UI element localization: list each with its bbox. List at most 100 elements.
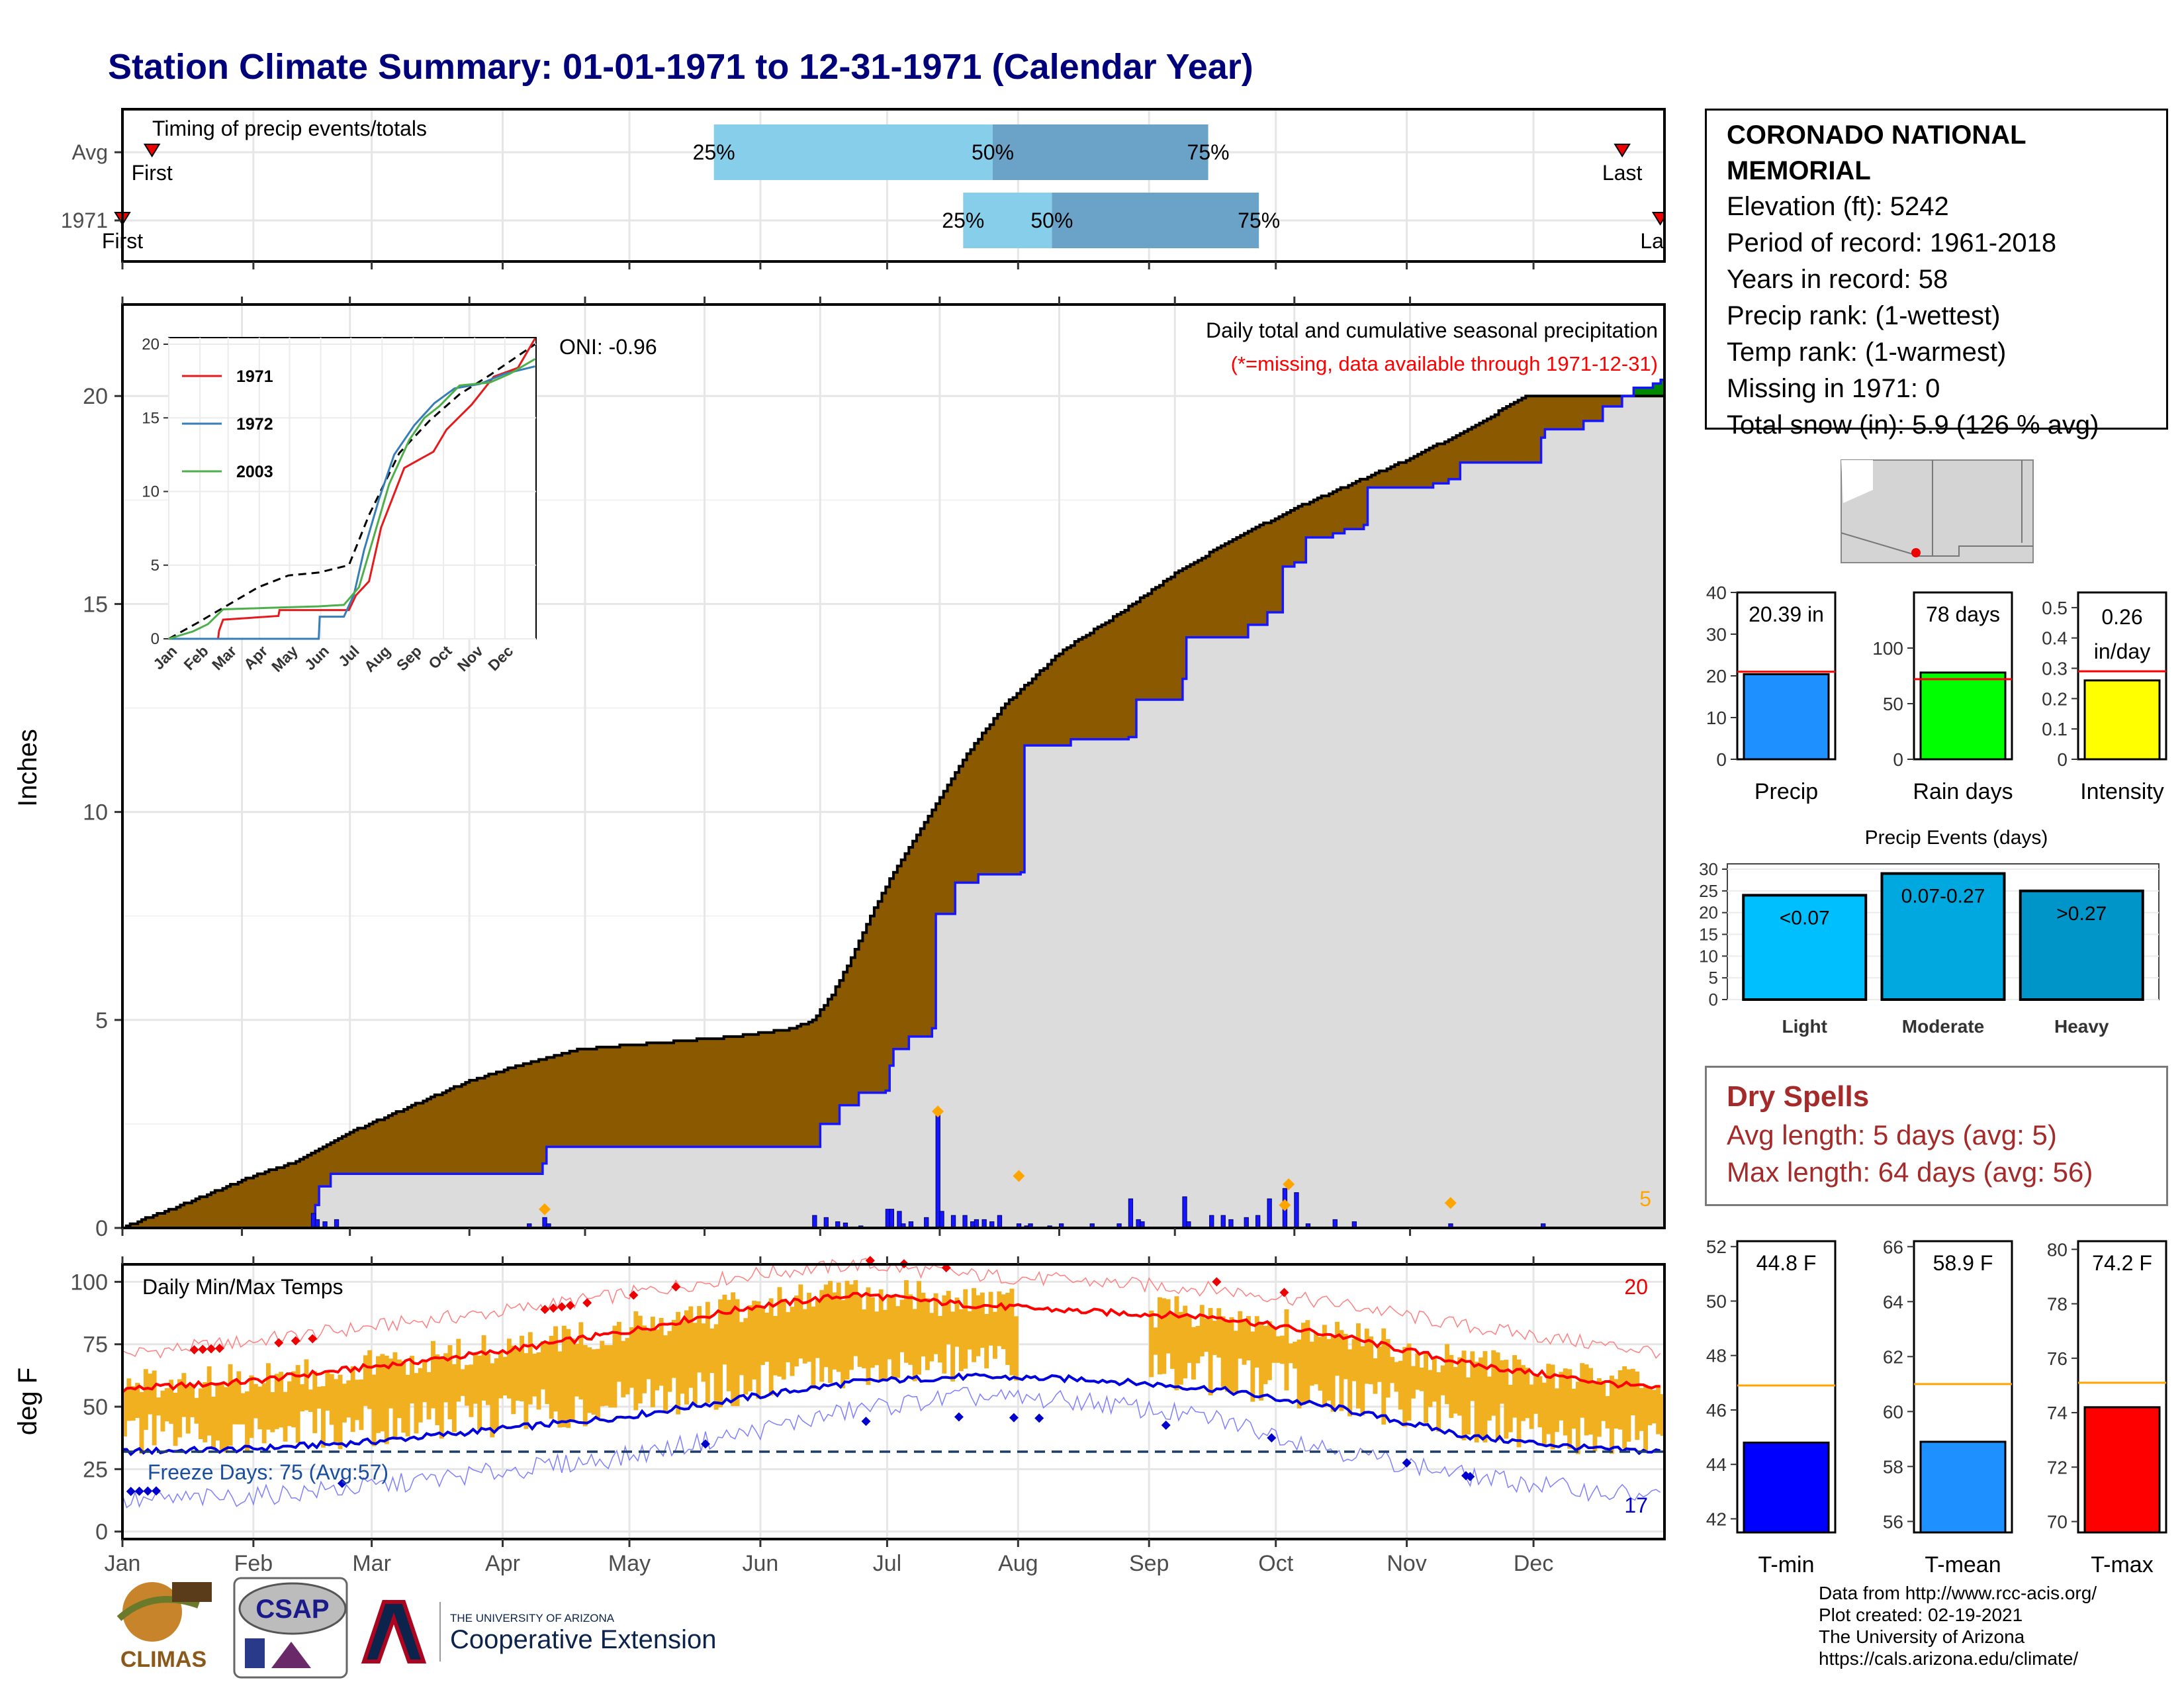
csap-cloud-icon (238, 1582, 347, 1635)
daily-temp-bar (984, 1314, 989, 1369)
below-average-fill (573, 1051, 578, 1147)
daily-temp-bar (747, 1305, 752, 1391)
daily-temp-bar (1610, 1376, 1614, 1454)
record-high-marker-icon (1212, 1277, 1222, 1287)
below-average-fill (338, 1138, 343, 1174)
daily-precip-bar (889, 1209, 894, 1229)
precip-extreme-count: 5 (1639, 1187, 1651, 1211)
daily-temp-bar (933, 1293, 938, 1354)
daily-temp-bar (608, 1345, 613, 1408)
below-average-fill (1294, 508, 1299, 563)
below-average-fill (1240, 535, 1245, 637)
below-average-fill (1059, 653, 1064, 745)
below-average-fill (647, 1043, 651, 1147)
below-average-fill (704, 1039, 709, 1147)
below-average-fill (1051, 660, 1056, 746)
below-average-fill (1163, 581, 1168, 700)
daily-temp-bar (181, 1373, 187, 1417)
daily-temp-bar (1343, 1334, 1348, 1380)
above-average-fill (1657, 383, 1661, 397)
daily-temp-bar (815, 1300, 820, 1358)
daily-temp-bar (190, 1383, 195, 1417)
below-average-fill (604, 1047, 609, 1147)
below-average-fill (693, 1041, 698, 1147)
daily-temp-bar (1461, 1350, 1467, 1440)
daily-temp-bar (1153, 1327, 1158, 1355)
below-average-fill (685, 1041, 690, 1147)
below-average-fill (542, 1059, 547, 1164)
daily-precip-bar (997, 1215, 1003, 1229)
below-average-fill (1394, 464, 1399, 488)
below-average-fill (365, 1126, 370, 1174)
inset-normal-line (168, 343, 536, 640)
below-average-fill (484, 1076, 489, 1174)
below-average-fill (184, 1203, 189, 1228)
timing-quantile-label: 50% (1030, 209, 1073, 232)
intensity-panel: 0 0.1 0.2 0.3 0.4 0.5 0.26 in/day Intensity (2042, 591, 2167, 804)
below-average-fill (1429, 447, 1434, 488)
daily-temp-bar (291, 1371, 296, 1428)
tmax-panel-tick-label: 76 (2047, 1348, 2068, 1369)
below-average-fill (1606, 396, 1611, 406)
daily-temp-bar (1588, 1368, 1593, 1435)
below-average-fill (138, 1221, 142, 1228)
daily-temp-bar (1617, 1370, 1623, 1430)
daily-temp-bar (481, 1335, 486, 1401)
below-average-fill (1460, 433, 1465, 463)
below-average-fill (1498, 410, 1503, 463)
below-average-fill (381, 1119, 385, 1174)
below-average-fill (789, 1028, 794, 1147)
month-label: Nov (1387, 1551, 1426, 1576)
daily-temp-bar (1360, 1346, 1365, 1416)
below-average-fill (319, 1149, 324, 1187)
below-average-fill (782, 1030, 786, 1147)
daily-temp-bar (1550, 1364, 1555, 1450)
daily-temp-bar (1651, 1389, 1657, 1424)
daily-temp-bar (1415, 1353, 1420, 1390)
timing-bar-q25-q50 (963, 193, 1052, 248)
daily-temp-bar (274, 1374, 279, 1429)
timing-quantile-label: 25% (942, 209, 984, 232)
below-average-fill (1063, 649, 1068, 746)
below-average-fill (253, 1176, 258, 1228)
credit-data-source: Data from http://www.rcc-acis.org/ (1819, 1583, 2097, 1603)
daily-temp-bar (1381, 1328, 1387, 1425)
daily-temp-bar (671, 1319, 676, 1378)
daily-temp-bar (688, 1306, 694, 1388)
below-average-fill (1032, 679, 1037, 745)
daily-temp-bar (1626, 1369, 1631, 1442)
daily-temp-bar (878, 1289, 884, 1382)
below-average-fill (1152, 589, 1156, 700)
record-high-marker-icon (189, 1345, 199, 1355)
daily-temp-bar (1567, 1369, 1572, 1449)
daily-temp-bar (1001, 1294, 1006, 1350)
daily-temp-bar (456, 1338, 461, 1402)
daily-temp-bar (295, 1365, 300, 1443)
below-average-fill (878, 901, 883, 1093)
daily-temp-bar (439, 1357, 444, 1439)
below-average-fill (1279, 516, 1283, 612)
below-average-fill (1221, 545, 1226, 637)
daily-temp-bar (224, 1387, 229, 1452)
below-average-fill (820, 1009, 825, 1124)
timing-bar-q25-q50 (713, 124, 993, 180)
daily-temp-bar (371, 1374, 377, 1446)
daily-temp-bar (363, 1355, 368, 1406)
precip-extreme-marker-icon (538, 1203, 551, 1215)
below-average-fill (592, 1049, 597, 1147)
below-average-fill (893, 872, 898, 1049)
below-average-fill (905, 853, 909, 1049)
daily-temp-bar (1369, 1336, 1374, 1385)
daily-precip-bar (885, 1209, 891, 1229)
below-average-fill (1406, 460, 1411, 488)
precip-event-bar-label: >0.27 (2056, 903, 2107, 925)
daily-temp-bar (329, 1374, 334, 1425)
above-average-fill (1637, 387, 1642, 397)
below-average-fill (970, 749, 975, 883)
daily-temp-bar (1351, 1338, 1357, 1382)
daily-temp-bar (388, 1358, 394, 1409)
daily-temp-bar (338, 1374, 343, 1450)
daily-precip-bar (542, 1217, 547, 1229)
inset-tick-label: 20 (142, 336, 159, 353)
below-average-fill (681, 1041, 686, 1147)
